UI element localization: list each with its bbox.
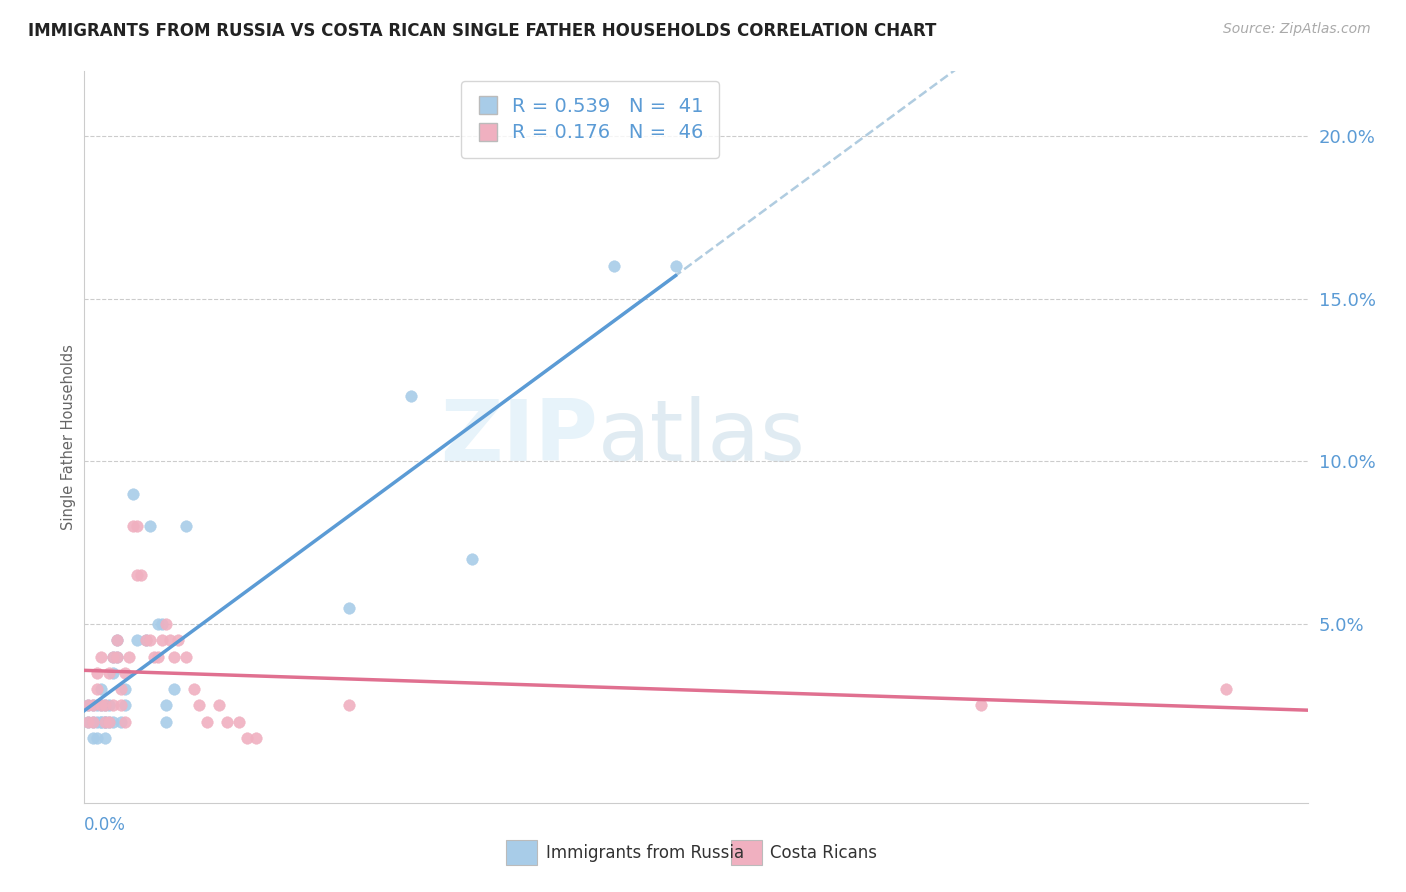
Point [146, 617, 169, 632]
Point [77, 698, 100, 713]
Point [90, 714, 112, 729]
Point [90, 649, 112, 664]
Point [155, 617, 177, 632]
Point [195, 714, 218, 729]
Text: Source: ZipAtlas.com: Source: ZipAtlas.com [1223, 22, 1371, 37]
Point [90, 698, 112, 713]
Point [86, 665, 108, 680]
Point [105, 633, 128, 648]
Point [97, 698, 120, 713]
Point [603, 260, 626, 274]
Point [1215, 681, 1237, 696]
Point [110, 714, 132, 729]
Point [105, 633, 128, 648]
Point [135, 633, 157, 648]
Text: Immigrants from Russia: Immigrants from Russia [546, 844, 744, 862]
Point [86, 681, 108, 696]
Point [163, 681, 186, 696]
Point [82, 698, 104, 713]
Point [155, 714, 177, 729]
Point [135, 633, 157, 648]
Point [93, 714, 115, 729]
Point [97, 665, 120, 680]
Point [183, 681, 205, 696]
Point [127, 568, 149, 582]
Point [101, 714, 124, 729]
Point [77, 714, 100, 729]
Point [77, 698, 100, 713]
Point [101, 665, 124, 680]
Point [122, 487, 145, 501]
Point [142, 649, 165, 664]
Point [150, 617, 173, 632]
Point [86, 698, 108, 713]
Point [93, 698, 115, 713]
Point [77, 714, 100, 729]
Point [461, 552, 484, 566]
Point [187, 698, 209, 713]
Point [150, 633, 173, 648]
Point [228, 714, 250, 729]
Text: IMMIGRANTS FROM RUSSIA VS COSTA RICAN SINGLE FATHER HOUSEHOLDS CORRELATION CHART: IMMIGRANTS FROM RUSSIA VS COSTA RICAN SI… [28, 22, 936, 40]
Point [82, 731, 104, 745]
Point [105, 649, 128, 664]
Y-axis label: Single Father Households: Single Father Households [60, 344, 76, 530]
Point [110, 681, 132, 696]
Point [236, 731, 259, 745]
Point [138, 519, 160, 533]
Point [86, 714, 108, 729]
Point [110, 698, 132, 713]
Text: atlas: atlas [598, 395, 806, 479]
Point [101, 649, 124, 664]
Text: 0.0%: 0.0% [84, 816, 127, 834]
Point [217, 714, 239, 729]
Point [93, 714, 115, 729]
Point [82, 698, 104, 713]
Point [93, 714, 115, 729]
Point [163, 649, 186, 664]
Point [93, 698, 115, 713]
Point [138, 633, 160, 648]
Point [970, 698, 993, 713]
Point [122, 519, 145, 533]
Point [174, 649, 197, 664]
Point [131, 568, 153, 582]
Point [82, 714, 104, 729]
Text: Costa Ricans: Costa Ricans [770, 844, 877, 862]
Point [86, 731, 108, 745]
Point [208, 698, 231, 713]
Point [159, 633, 181, 648]
Point [93, 731, 115, 745]
Point [82, 714, 104, 729]
Point [665, 260, 688, 274]
Point [114, 698, 136, 713]
Point [90, 681, 112, 696]
Point [339, 600, 361, 615]
Point [114, 714, 136, 729]
Point [127, 519, 149, 533]
Point [97, 714, 120, 729]
Point [114, 665, 136, 680]
Point [399, 389, 422, 403]
Legend: R = 0.539   N =  41, R = 0.176   N =  46: R = 0.539 N = 41, R = 0.176 N = 46 [461, 81, 718, 158]
Point [114, 681, 136, 696]
Point [101, 649, 124, 664]
Point [118, 649, 141, 664]
Point [90, 698, 112, 713]
Point [97, 714, 120, 729]
Point [155, 698, 177, 713]
Point [90, 714, 112, 729]
Point [174, 519, 197, 533]
Point [127, 633, 149, 648]
Point [146, 649, 169, 664]
Point [339, 698, 361, 713]
Text: ZIP: ZIP [440, 395, 598, 479]
Point [105, 649, 128, 664]
Point [245, 731, 267, 745]
Point [167, 633, 190, 648]
Point [101, 698, 124, 713]
